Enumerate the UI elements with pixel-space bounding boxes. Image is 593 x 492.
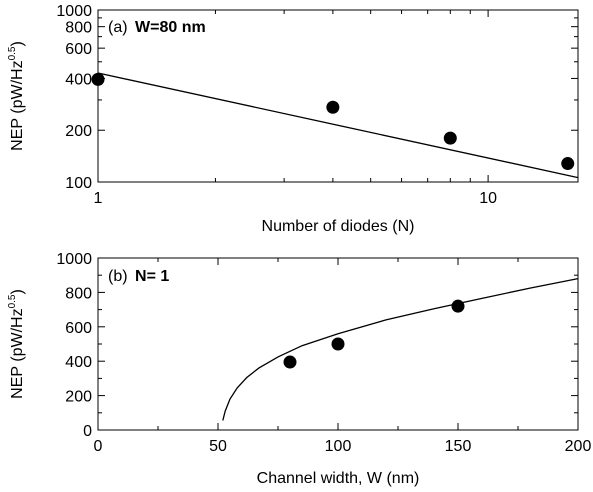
panel-b: 0 50 100 150 200 0 200 400 600 800 1000 (b) N= 1 N… xyxy=(7,251,591,487)
y-tick-label-b: 1000 xyxy=(56,251,92,268)
plot-frame-a xyxy=(97,9,579,183)
y-axis-label-a: NEP (pW/Hz0.5) xyxy=(7,41,26,151)
x-tick-label-b: 100 xyxy=(325,438,352,455)
fit-curve-b xyxy=(222,277,579,421)
y-tick-label-b: 400 xyxy=(65,354,92,371)
y-tick-label-a: 400 xyxy=(65,71,92,88)
data-point-a xyxy=(91,72,105,86)
x-tick-label-b: 0 xyxy=(94,438,103,455)
data-points-a xyxy=(91,72,575,171)
data-point-b xyxy=(451,299,465,313)
x-tick-label-a: 10 xyxy=(479,190,497,207)
fit-line-a xyxy=(97,72,579,179)
x-tick-label-b: 50 xyxy=(209,438,227,455)
x-tick-label-b: 150 xyxy=(445,438,472,455)
y-tick-label-a: 200 xyxy=(65,123,92,140)
y-tick-label-b: 600 xyxy=(65,320,92,337)
data-point-a xyxy=(326,100,340,114)
panel-label-b: (b) N= 1 xyxy=(108,268,169,285)
x-tick-label-b: 200 xyxy=(565,438,592,455)
x-tick-label-a: 1 xyxy=(94,190,103,207)
y-tick-label-b: 0 xyxy=(83,423,92,440)
y-tick-label-b: 200 xyxy=(65,389,92,406)
y-tick-label-a: 100 xyxy=(65,175,92,192)
y-tick-label-a: 800 xyxy=(65,20,92,37)
y-tick-label-a: 1000 xyxy=(56,3,92,20)
y-tick-label-b: 800 xyxy=(65,285,92,302)
data-point-a xyxy=(561,157,575,171)
data-point-a xyxy=(443,131,457,145)
y-axis-label-b: NEP (pW/Hz0.5) xyxy=(7,289,26,399)
axes-b: 0 50 100 150 200 0 200 400 600 800 1000 xyxy=(56,251,591,455)
x-axis-label-a: Number of diodes (N) xyxy=(262,218,415,235)
y-tick-label-a: 600 xyxy=(65,41,92,58)
x-axis-label-b: Channel width, W (nm) xyxy=(257,470,420,487)
data-points-b xyxy=(283,299,465,369)
panel-label-a: (a) W=80 nm xyxy=(108,19,206,36)
data-point-b xyxy=(331,337,345,351)
data-point-b xyxy=(283,355,297,369)
